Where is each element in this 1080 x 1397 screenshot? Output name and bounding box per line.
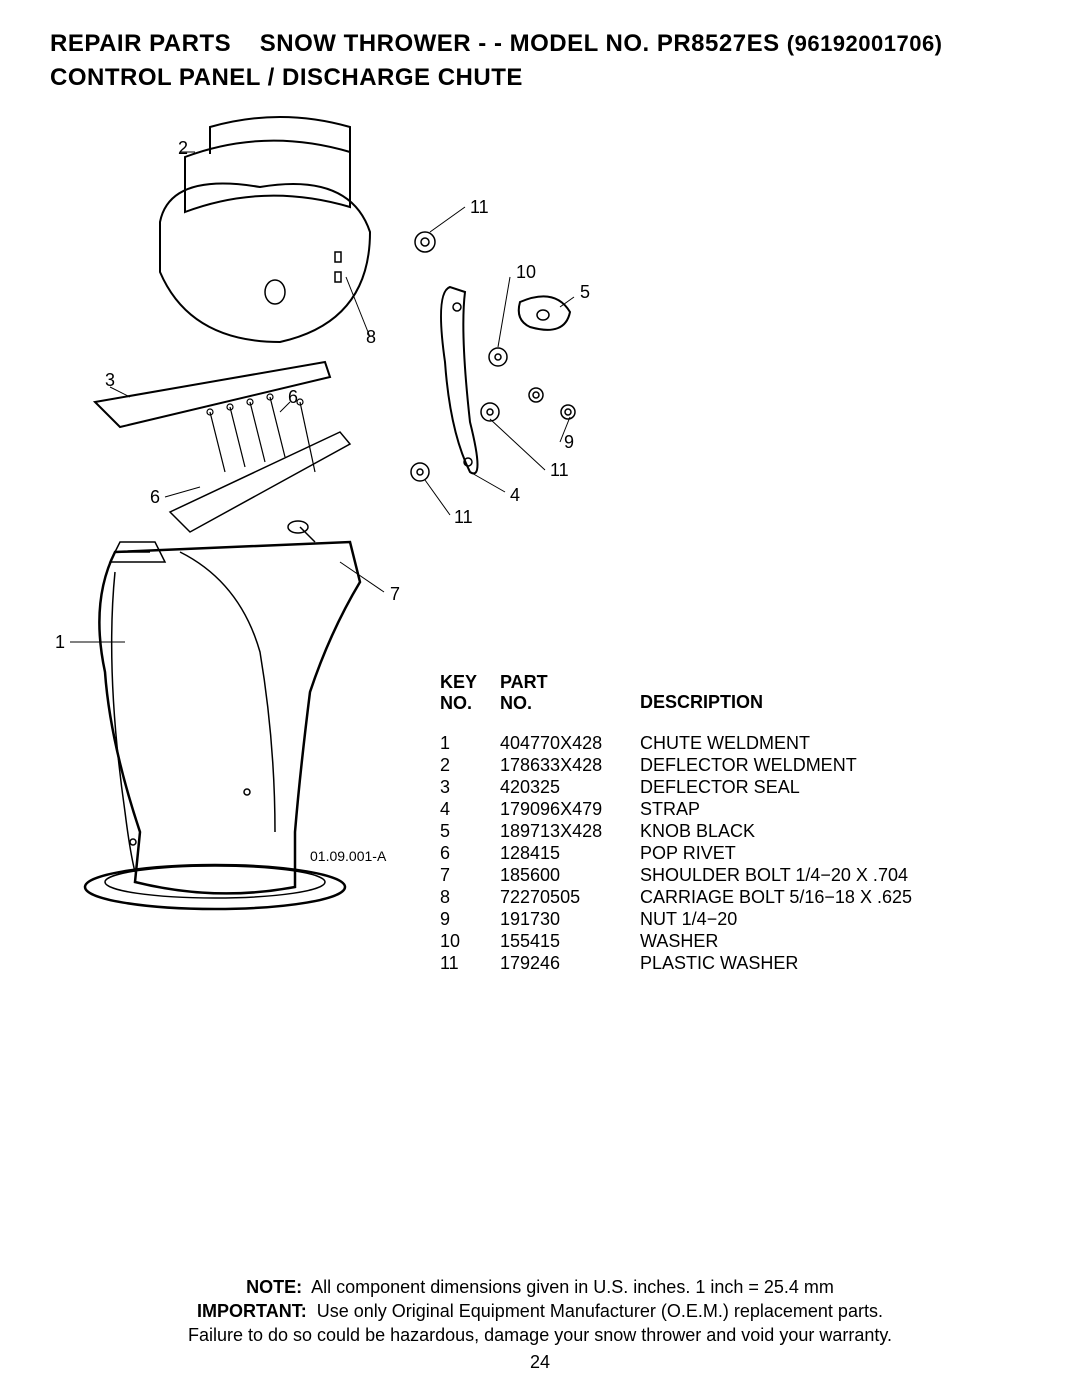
cell-key: 11 xyxy=(440,952,500,974)
cell-desc: DEFLECTOR WELDMENT xyxy=(640,754,1000,776)
table-row: 2178633X428DEFLECTOR WELDMENT xyxy=(440,754,1000,776)
cell-part: 72270505 xyxy=(500,886,640,908)
cell-key: 6 xyxy=(440,842,500,864)
cell-part: 189713X428 xyxy=(500,820,640,842)
cell-part: 179246 xyxy=(500,952,640,974)
table-body: 1404770X428CHUTE WELDMENT2178633X428DEFL… xyxy=(440,732,1000,974)
model-number: (96192001706) xyxy=(787,31,943,56)
model-label: PR8527ES xyxy=(657,30,780,57)
cell-key: 2 xyxy=(440,754,500,776)
callout-6a: 6 xyxy=(288,387,298,408)
table-row: 5189713X428KNOB BLACK xyxy=(440,820,1000,842)
callout-2: 2 xyxy=(178,138,188,159)
callout-7: 7 xyxy=(390,584,400,605)
cell-part: 155415 xyxy=(500,930,640,952)
cell-desc: SHOULDER BOLT 1/4−20 X .704 xyxy=(640,864,1000,886)
cell-key: 9 xyxy=(440,908,500,930)
note-label: NOTE: xyxy=(246,1277,302,1297)
cell-key: 10 xyxy=(440,930,500,952)
header-part: PARTNO. xyxy=(500,672,640,714)
cell-desc: KNOB BLACK xyxy=(640,820,1000,842)
table-row: 11179246PLASTIC WASHER xyxy=(440,952,1000,974)
callout-10: 10 xyxy=(516,262,536,283)
cell-desc: DEFLECTOR SEAL xyxy=(640,776,1000,798)
table-row: 1404770X428CHUTE WELDMENT xyxy=(440,732,1000,754)
cell-part: 185600 xyxy=(500,864,640,886)
table-row: 10155415WASHER xyxy=(440,930,1000,952)
table-row: 9191730NUT 1/4−20 xyxy=(440,908,1000,930)
cell-part: 420325 xyxy=(500,776,640,798)
content-area: 2 11 10 5 8 3 6 6 9 11 4 11 7 1 01.09.00… xyxy=(50,112,1030,962)
cell-key: 3 xyxy=(440,776,500,798)
callout-11c: 11 xyxy=(454,507,473,528)
callout-3: 3 xyxy=(105,370,115,391)
cell-desc: CARRIAGE BOLT 5/16−18 X .625 xyxy=(640,886,1000,908)
header-key: KEYNO. xyxy=(440,672,500,714)
note-text: All component dimensions given in U.S. i… xyxy=(311,1277,834,1297)
header-line-1: REPAIR PARTS SNOW THROWER - - MODEL NO. … xyxy=(50,30,1030,58)
cell-part: 191730 xyxy=(500,908,640,930)
table-header: KEYNO. PARTNO. DESCRIPTION xyxy=(440,672,1000,714)
page-number: 24 xyxy=(0,1352,1080,1373)
cell-key: 8 xyxy=(440,886,500,908)
cell-part: 128415 xyxy=(500,842,640,864)
table-row: 7185600SHOULDER BOLT 1/4−20 X .704 xyxy=(440,864,1000,886)
important-text: Use only Original Equipment Manufacturer… xyxy=(317,1301,883,1321)
footer-note: NOTE: All component dimensions given in … xyxy=(0,1275,1080,1299)
footer-important: IMPORTANT: Use only Original Equipment M… xyxy=(0,1299,1080,1323)
header-desc: DESCRIPTION xyxy=(640,672,1000,714)
cell-part: 178633X428 xyxy=(500,754,640,776)
cell-desc: WASHER xyxy=(640,930,1000,952)
callout-9: 9 xyxy=(564,432,574,453)
cell-desc: NUT 1/4−20 xyxy=(640,908,1000,930)
parts-table: KEYNO. PARTNO. DESCRIPTION 1404770X428CH… xyxy=(440,672,1000,974)
callout-11a: 11 xyxy=(470,197,489,218)
repair-parts-label: REPAIR PARTS xyxy=(50,30,231,57)
callout-1: 1 xyxy=(55,632,65,653)
callout-11b: 11 xyxy=(550,460,569,481)
table-row: 6128415POP RIVET xyxy=(440,842,1000,864)
cell-key: 4 xyxy=(440,798,500,820)
cell-key: 5 xyxy=(440,820,500,842)
important-label: IMPORTANT: xyxy=(197,1301,307,1321)
table-row: 872270505CARRIAGE BOLT 5/16−18 X .625 xyxy=(440,886,1000,908)
table-row: 4179096X479STRAP xyxy=(440,798,1000,820)
cell-part: 179096X479 xyxy=(500,798,640,820)
cell-desc: POP RIVET xyxy=(640,842,1000,864)
footer: NOTE: All component dimensions given in … xyxy=(0,1275,1080,1347)
subtitle: CONTROL PANEL / DISCHARGE CHUTE xyxy=(50,64,1030,92)
drawing-code: 01.09.001-A xyxy=(310,848,386,864)
cell-desc: PLASTIC WASHER xyxy=(640,952,1000,974)
callout-5: 5 xyxy=(580,282,590,303)
cell-desc: STRAP xyxy=(640,798,1000,820)
table-row: 3420325DEFLECTOR SEAL xyxy=(440,776,1000,798)
footer-warning: Failure to do so could be hazardous, dam… xyxy=(0,1323,1080,1347)
cell-key: 7 xyxy=(440,864,500,886)
cell-part: 404770X428 xyxy=(500,732,640,754)
callout-4: 4 xyxy=(510,485,520,506)
cell-key: 1 xyxy=(440,732,500,754)
callout-8: 8 xyxy=(366,327,376,348)
cell-desc: CHUTE WELDMENT xyxy=(640,732,1000,754)
snow-thrower-label: SNOW THROWER - - MODEL NO. xyxy=(260,30,650,57)
callout-6b: 6 xyxy=(150,487,160,508)
